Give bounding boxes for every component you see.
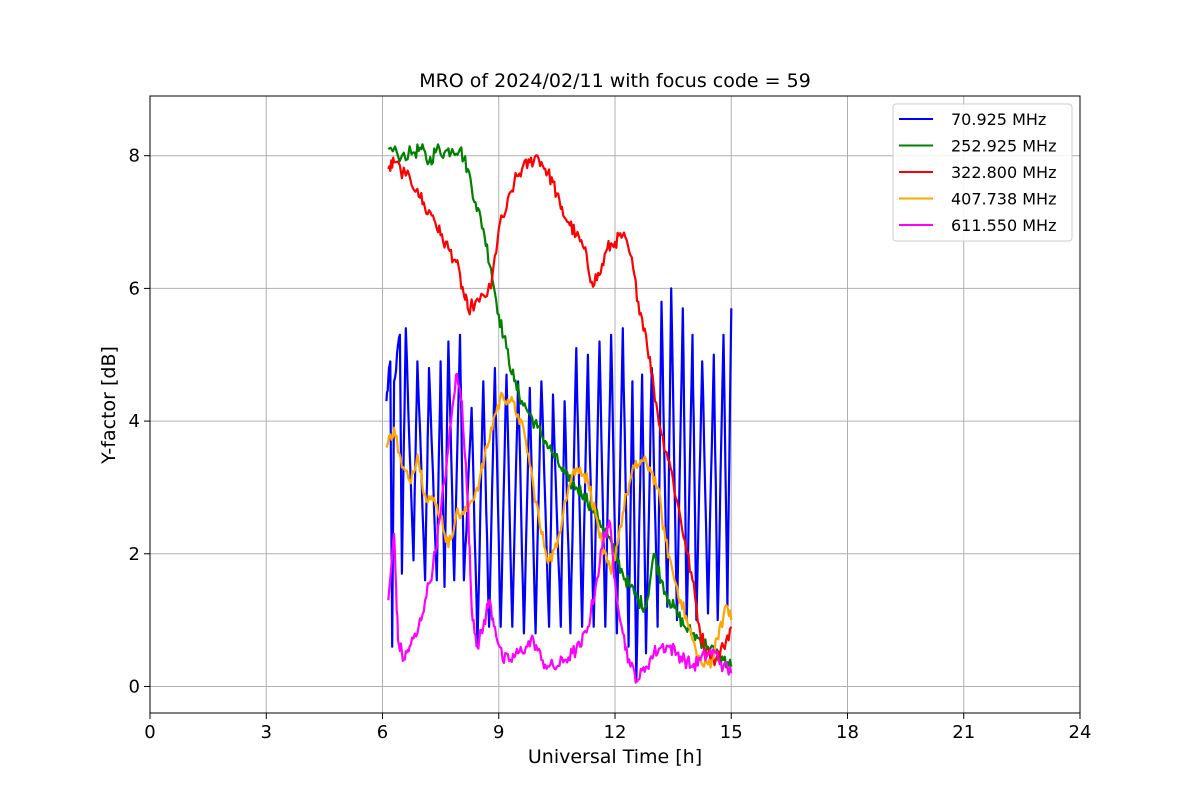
x-tick-label: 15 xyxy=(720,722,743,743)
series-line-1 xyxy=(387,143,733,669)
legend-label-4: 611.550 MHz xyxy=(951,216,1056,235)
x-tick-label: 6 xyxy=(377,722,388,743)
legend-box xyxy=(892,103,1073,242)
x-axis-label: Universal Time [h] xyxy=(528,746,702,768)
y-tick-label: 6 xyxy=(129,278,140,299)
chart-title: MRO of 2024/02/11 with focus code = 59 xyxy=(419,70,811,92)
series-line-4 xyxy=(387,372,733,684)
x-tick-label: 18 xyxy=(836,722,859,743)
y-tick-label: 0 xyxy=(129,676,140,697)
x-tick-label: 0 xyxy=(144,722,155,743)
x-tick-label: 9 xyxy=(493,722,504,743)
series-line-2 xyxy=(387,154,733,667)
legend: 70.925 MHz 252.925 MHz 322.800 MHz 407.738 … xyxy=(892,103,1073,242)
legend-items: 70.925 MHz 252.925 MHz 322.800 MHz 407.738 … xyxy=(899,110,1056,235)
series-line-3 xyxy=(385,391,733,669)
legend-label-3: 407.738 MHz xyxy=(951,190,1056,209)
series-line-0 xyxy=(385,287,733,681)
x-tick-label: 3 xyxy=(261,722,272,743)
y-tick-label: 2 xyxy=(129,544,140,565)
x-tick-label: 21 xyxy=(952,722,975,743)
series-layer xyxy=(385,143,733,684)
y-tick-label: 8 xyxy=(129,146,140,167)
y-tick-label: 4 xyxy=(129,411,140,432)
y-axis-label: Y-factor [dB] xyxy=(98,346,120,465)
legend-label-1: 252.925 MHz xyxy=(951,137,1056,156)
x-tick-label: 12 xyxy=(604,722,627,743)
x-tick-label: 24 xyxy=(1069,722,1092,743)
legend-label-0: 70.925 MHz xyxy=(951,110,1046,129)
legend-label-2: 322.800 MHz xyxy=(951,163,1056,182)
